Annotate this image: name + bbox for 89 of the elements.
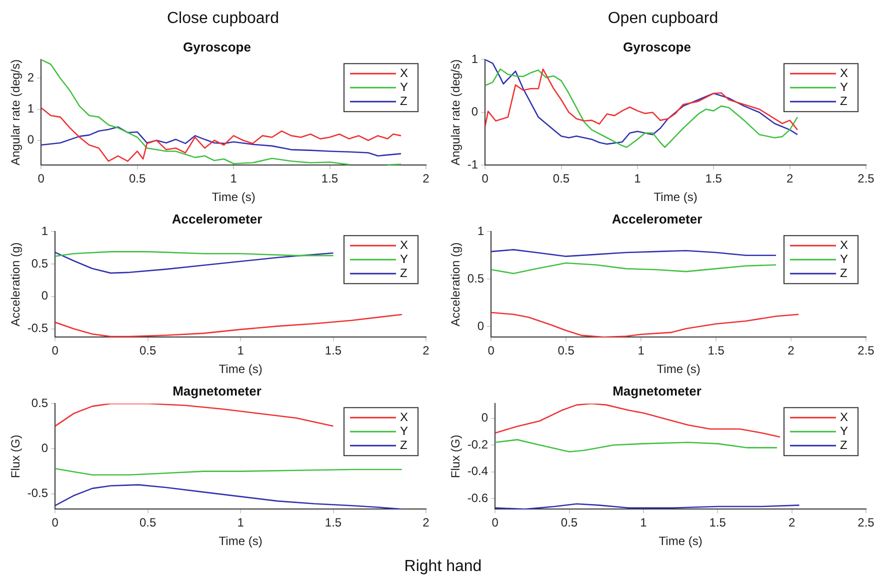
text: Open cupboard [606,10,720,28]
x-tick-label: 0 [52,344,59,358]
y-tick-label: 0.5 [467,271,484,286]
x-axis-title: Time (s) [212,190,256,204]
y-tick-label: 0.5 [31,256,48,270]
x-tick-label: 2 [422,344,430,358]
x-tick-label: 2 [788,516,796,530]
x-axis-title: Time (s) [218,534,262,548]
text: Close cupboard [166,10,280,28]
x-tick-label: 1.5 [321,172,338,186]
legend-label: X [400,238,408,252]
y-tick-label: 0 [481,410,488,425]
chart-title: Magnetometer [172,383,262,398]
x-tick-label: 1 [640,516,648,530]
legend-label: Z [840,438,848,452]
y-axis-title: Flux (G) [8,434,23,478]
y-tick-label: 0 [477,319,484,334]
legend-label: Y [400,424,408,438]
x-axis-title: Time (s) [654,190,698,204]
x-tick-label: 2.5 [858,172,875,186]
legend-label: Y [840,80,848,94]
y-axis-title: Flux (G) [448,434,463,478]
y-tick-label: 0 [41,288,48,303]
x-tick-label: 0 [492,516,499,530]
chart-title: Gyroscope [623,39,691,54]
y-tick-label: -1 [467,158,478,172]
y-tick-label: 0 [27,132,34,147]
legend-label: Z [400,94,408,108]
x-tick-label: 1 [634,172,642,186]
y-tick-label: 0.5 [31,396,48,410]
y-tick-label: 0 [471,104,478,119]
y-tick-label: -0.6 [467,490,488,505]
x-tick-label: 1 [638,344,645,358]
legend-label: X [400,66,408,80]
y-tick-label: 1 [41,224,48,238]
y-tick-label: 1 [27,102,34,116]
y-axis-title: Acceleration (g) [448,242,463,326]
x-tick-label: 0.5 [128,172,146,186]
legend-label: X [840,238,848,252]
y-tick-label: -0.5 [27,321,48,336]
legend-label: Z [400,438,408,452]
x-tick-label: 1.5 [708,344,725,358]
y-tick-label: -0.2 [467,437,488,452]
legend-label: X [840,410,848,424]
y-axis-title: Angular rate (deg/s) [8,59,23,166]
chart-title: Magnetometer [612,383,702,398]
legend-label: Y [400,80,408,94]
chart-title: Gyroscope [183,39,251,54]
legend-label: Y [400,252,408,266]
legend-label: Z [400,266,408,280]
x-tick-label: 2.5 [858,516,875,530]
x-tick-label: 2 [422,172,430,186]
x-tick-label: 0 [52,516,59,530]
x-tick-label: 0.5 [139,344,156,358]
x-tick-label: 2 [786,172,794,186]
legend-label: Z [840,266,848,280]
x-tick-label: 0.5 [558,344,575,358]
y-axis-title: Angular rate (deg/s) [448,59,463,166]
y-tick-label: 0 [41,441,48,456]
chart-title: Accelerometer [172,211,262,226]
x-tick-label: 0.5 [560,516,578,530]
chart-title: Accelerometer [612,211,702,226]
y-tick-label: -0.4 [467,464,488,478]
legend-label: Z [840,94,848,108]
x-tick-label: 1.5 [324,344,342,358]
y-tick-label: 1 [477,224,484,238]
y-tick-label: 1 [471,52,478,66]
x-tick-label: 2.5 [858,344,875,358]
x-tick-label: 1.5 [324,516,342,530]
y-axis-title: Acceleration (g) [8,242,23,326]
x-tick-label: 2 [788,344,795,358]
x-tick-label: 1.5 [709,516,726,530]
x-axis-title: Time (s) [658,534,702,548]
y-tick-label: -0.5 [27,486,48,500]
x-axis-title: Time (s) [656,362,700,376]
legend-label: X [400,410,408,424]
y-tick-label: 2 [27,70,34,85]
x-tick-label: 1 [237,344,244,358]
legend-label: X [840,66,848,80]
x-tick-label: 1 [230,172,238,186]
x-tick-label: 1.5 [705,172,722,186]
legend-label: Y [840,252,848,266]
x-axis-title: Time (s) [218,362,262,376]
x-tick-label: 1 [237,516,244,530]
x-tick-label: 0.5 [552,172,570,186]
text: Right hand [403,558,483,576]
x-tick-label: 2 [422,516,430,530]
x-tick-label: 0.5 [139,516,156,530]
legend-label: Y [840,424,848,438]
